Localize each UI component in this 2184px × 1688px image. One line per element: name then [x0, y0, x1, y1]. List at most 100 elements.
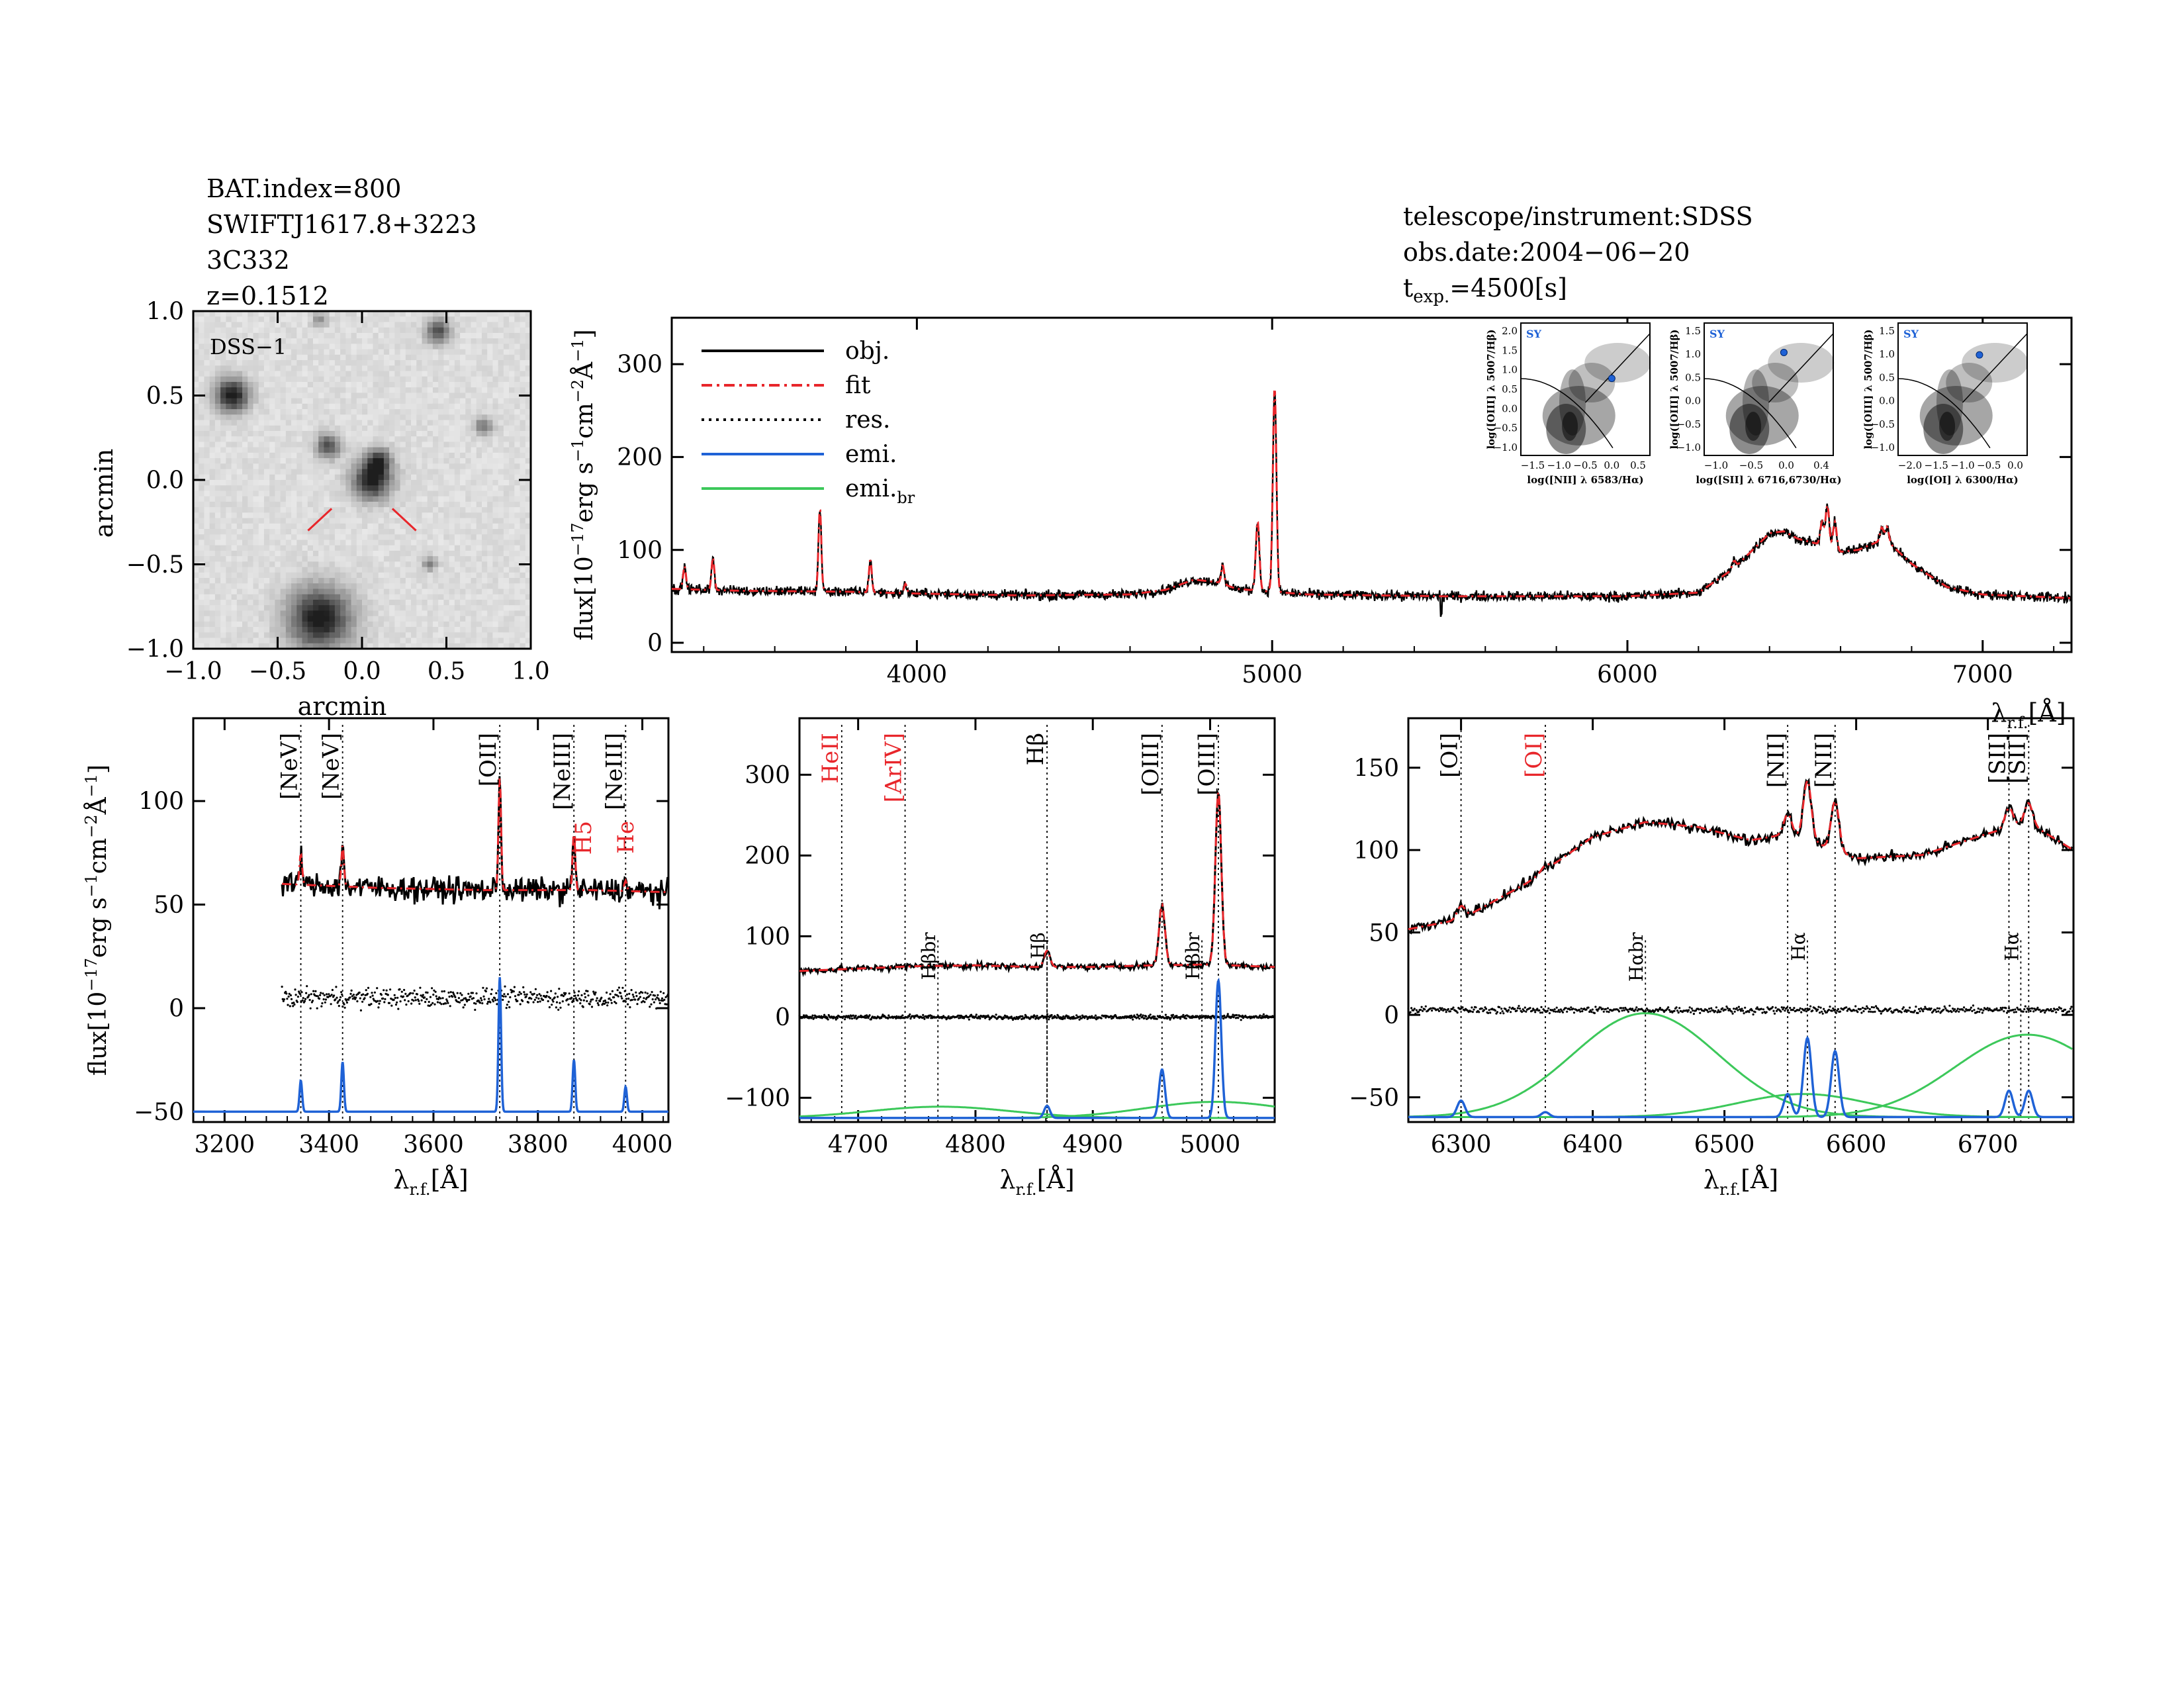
- dss-pixel: [520, 403, 526, 410]
- dss-pixel: [312, 572, 319, 579]
- dss-pixel: [220, 550, 226, 557]
- dss-pixel: [334, 442, 341, 448]
- dss-pixel: [253, 349, 259, 355]
- zoom-blue-res-point: [653, 994, 657, 997]
- dss-pixel: [356, 594, 363, 600]
- zoom-blue-res-point: [325, 993, 328, 996]
- dss-pixel: [302, 344, 308, 350]
- dss-pixel: [438, 425, 444, 432]
- dss-pixel: [291, 393, 297, 399]
- zoom-blue-res-point: [492, 1000, 495, 1003]
- dss-pixel: [248, 632, 254, 639]
- dss-pixel: [454, 344, 461, 350]
- dss-pixel: [231, 610, 238, 617]
- dss-pixel: [253, 430, 259, 437]
- dss-pixel: [514, 311, 521, 317]
- dss-pixel: [291, 605, 297, 612]
- dss-pixel: [503, 643, 510, 649]
- dss-pixel: [432, 414, 439, 421]
- dss-pixel: [275, 332, 281, 339]
- dss-pixel: [492, 311, 499, 317]
- dss-pixel: [199, 539, 205, 546]
- zoom-blue-res-point: [576, 999, 579, 1002]
- dss-pixel: [275, 583, 281, 590]
- zoom-blue-res-point: [439, 1002, 441, 1004]
- dss-pixel: [356, 616, 363, 622]
- dss-pixel: [285, 458, 292, 464]
- dss-pixel: [302, 311, 308, 317]
- dss-pixel: [525, 485, 531, 492]
- zoom-blue-res-point: [583, 992, 586, 995]
- dss-pixel: [514, 420, 521, 426]
- dss-pixel: [405, 545, 412, 551]
- dss-pixel: [405, 371, 412, 377]
- zoom-hbeta-res-point: [1017, 1017, 1019, 1020]
- dss-pixel: [509, 447, 515, 453]
- dss-pixel: [383, 496, 390, 502]
- dss-pixel: [383, 344, 390, 350]
- dss-pixel: [242, 393, 248, 399]
- zoom-blue-res-point: [472, 997, 475, 1000]
- dss-pixel: [209, 371, 216, 377]
- dss-pixel: [199, 501, 205, 508]
- dss-pixel: [471, 550, 477, 557]
- dss-pixel: [373, 480, 379, 486]
- dss-pixel: [242, 458, 248, 464]
- dss-pixel: [454, 578, 461, 584]
- dss-pixel: [209, 605, 216, 612]
- dss-pixel: [356, 403, 363, 410]
- dss-pixel: [367, 572, 374, 579]
- dss-pixel: [291, 632, 297, 639]
- dss-pixel: [394, 594, 401, 600]
- zoom-blue-res-point: [506, 993, 510, 996]
- dss-pixel: [487, 474, 494, 481]
- zoom-blue-res-point: [321, 1002, 324, 1005]
- dss-pixel: [514, 403, 521, 410]
- zoom-blue-res-point: [314, 990, 317, 992]
- dss-pixel: [498, 518, 504, 524]
- zoom-blue-res-point: [664, 996, 667, 998]
- full-xlabel: λr.f.[Å]: [1991, 698, 2066, 732]
- zoom-blue-xtick-label: 3400: [298, 1131, 359, 1158]
- dss-pixel: [525, 430, 531, 437]
- zoom-blue-ytick-label: 100: [138, 788, 184, 816]
- dss-pixel: [269, 458, 275, 464]
- dss-pixel: [351, 327, 357, 334]
- dss-pixel: [454, 447, 461, 453]
- dss-pixel: [275, 360, 281, 366]
- dss-pixel: [460, 338, 466, 344]
- dss-pixel: [454, 512, 461, 519]
- dss-pixel: [340, 599, 346, 606]
- dss-pixel: [242, 425, 248, 432]
- dss-pixel: [503, 621, 510, 628]
- dss-pixel: [318, 501, 325, 508]
- dss-pixel: [214, 637, 221, 644]
- dss-pixel: [209, 588, 216, 595]
- full-spectrum-xtick-label: 5000: [1242, 661, 1302, 688]
- dss-pixel: [214, 344, 221, 350]
- dss-pixel: [427, 529, 433, 535]
- dss-pixel: [460, 420, 466, 426]
- dss-pixel: [438, 534, 444, 541]
- dss-pixel: [498, 621, 504, 628]
- dss-pixel: [367, 327, 374, 334]
- dss-pixel: [329, 360, 336, 366]
- dss-pixel: [481, 327, 488, 334]
- zoom-blue-res-series: [281, 985, 670, 1011]
- dss-pixel: [449, 371, 455, 377]
- dss-pixel: [334, 430, 341, 437]
- dss-pixel: [258, 360, 265, 366]
- dss-pixel: [236, 627, 243, 633]
- dss-pixel: [471, 610, 477, 617]
- dss-pixel: [383, 354, 390, 361]
- dss-pixel: [520, 463, 526, 470]
- dss-pixel: [307, 409, 314, 415]
- dss-pixel: [275, 567, 281, 573]
- dss-pixel: [443, 463, 450, 470]
- dss-pixel: [345, 550, 352, 557]
- zoom-blue-res-point: [567, 998, 569, 1001]
- dss-pixel: [318, 338, 325, 344]
- dss-pixel: [389, 599, 395, 606]
- dss-pixel: [405, 365, 412, 372]
- dss-pixel: [454, 491, 461, 497]
